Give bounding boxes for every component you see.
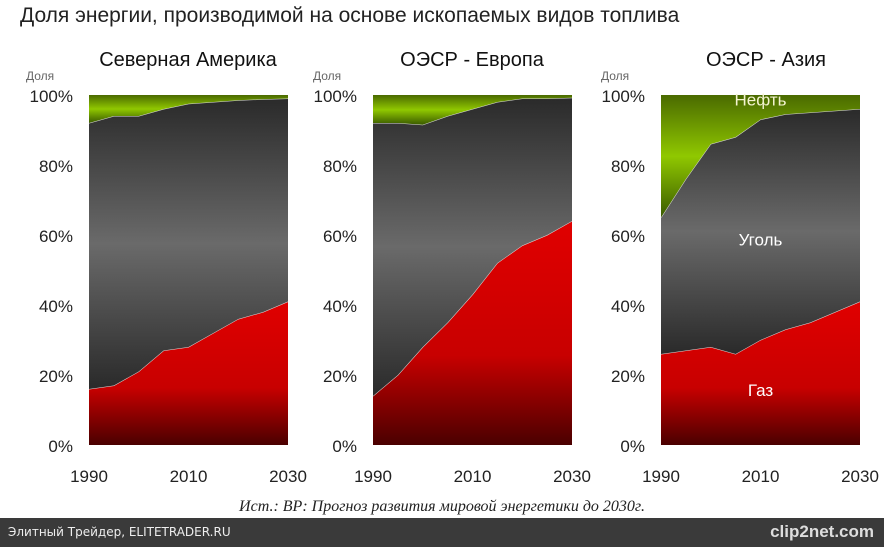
x-tick-label: 2030 [553,467,591,486]
y-tick-label: 0% [332,437,357,456]
area-coal [89,98,288,389]
area-oil [89,95,288,123]
x-tick-label: 2010 [454,467,492,486]
y-tick-label: 0% [620,437,645,456]
area-gas [89,301,288,445]
y-axis-label: Доля [313,69,341,83]
chart-2: ОЭСР - Азия Доля 0% 20% 40% 60% 80% 100% 1990 201… [601,49,879,486]
x-tick-label: 2030 [269,467,307,486]
area-oil [661,95,860,218]
y-tick-label: 0% [48,437,73,456]
x-tick-label: 2010 [742,467,780,486]
series-label-gas: Газ [748,381,774,400]
x-tick-label: 1990 [70,467,108,486]
chart-1: ОЭСР - Европа Доля 0% 20% 40% 60% 80% 100% 1990 2… [313,49,591,486]
y-axis-label: Доля [601,69,629,83]
x-tick-label: 1990 [354,467,392,486]
y-tick-label: 100% [602,87,645,106]
area-gas [661,301,860,445]
y-tick-label: 100% [30,87,73,106]
series-label-coal: Уголь [739,231,783,250]
y-tick-label: 80% [323,157,357,176]
charts: Северная Америка Доля 0% 20% 40% 60% 80% 100% 19… [26,49,879,486]
chart-title: ОЭСР - Европа [400,49,545,71]
y-tick-label: 80% [39,157,73,176]
y-tick-label: 60% [611,227,645,246]
footer-site-label: Элитный Трейдер, ELITETRADER.RU [8,525,231,539]
x-tick-label: 1990 [642,467,680,486]
source-note: Ист.: BP: Прогноз развития мировой энерг… [239,498,645,515]
y-tick-label: 60% [323,227,357,246]
y-tick-label: 100% [314,87,357,106]
series-label-oil: Нефть [735,91,787,110]
y-tick-label: 40% [611,297,645,316]
chart-0: Северная Америка Доля 0% 20% 40% 60% 80% 100% 19… [26,49,307,486]
y-tick-label: 20% [611,367,645,386]
x-tick-label: 2030 [841,467,879,486]
y-tick-label: 20% [323,367,357,386]
y-axis-label: Доля [26,69,54,83]
y-tick-label: 20% [39,367,73,386]
y-tick-label: 80% [611,157,645,176]
area-coal [661,109,860,354]
area-gas [373,221,572,445]
area-oil [373,95,572,125]
y-tick-label: 40% [323,297,357,316]
page-title: Доля энергии, производимой на основе иск… [20,4,680,27]
area-coal [373,97,572,397]
chart-title: Северная Америка [99,49,277,71]
chart-title: ОЭСР - Азия [706,49,826,71]
clip2net-logo[interactable]: clip2net.com [770,522,874,541]
x-tick-label: 2010 [170,467,208,486]
y-tick-label: 40% [39,297,73,316]
footer-bar: Элитный Трейдер, ELITETRADER.RU clip2net… [0,518,884,547]
y-tick-label: 60% [39,227,73,246]
